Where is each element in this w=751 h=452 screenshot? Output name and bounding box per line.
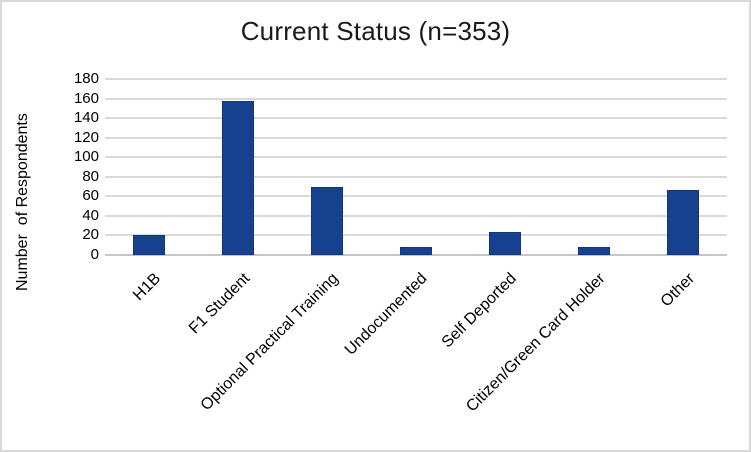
y-tick-label: 140 xyxy=(73,109,99,127)
y-tick-label: 40 xyxy=(82,206,99,224)
gridline xyxy=(105,156,727,159)
x-axis-line xyxy=(105,254,727,256)
y-tick-label: 60 xyxy=(82,187,99,205)
x-category-label: Other xyxy=(657,270,698,311)
x-category-label: Undocumented xyxy=(342,270,432,359)
x-category-label: H1B xyxy=(130,270,165,305)
y-tick-label: 160 xyxy=(73,89,99,107)
x-category-label: Self Deported xyxy=(438,270,520,352)
y-tick-label: 180 xyxy=(73,70,99,87)
x-category-label: F1 Student xyxy=(185,270,254,338)
gridline xyxy=(105,214,727,217)
gridline xyxy=(105,117,727,120)
y-tick-label: 0 xyxy=(90,246,99,263)
y-tick-label: 20 xyxy=(82,226,99,244)
y-tick-label: 100 xyxy=(73,148,99,166)
bar-optional-practical-training xyxy=(311,186,344,255)
gridline xyxy=(105,136,727,139)
chart-title: Current Status (n=353) xyxy=(240,16,511,46)
gridline xyxy=(105,78,727,80)
bar-f1-student xyxy=(222,101,255,255)
bar-citizen-green-card-holder xyxy=(577,247,610,255)
gridline xyxy=(105,175,727,178)
bar-other xyxy=(666,190,699,255)
plot-area xyxy=(105,78,727,256)
y-tick-label: 80 xyxy=(82,167,99,185)
bar-h1b xyxy=(133,235,166,255)
gridline xyxy=(105,234,727,237)
bar-undocumented xyxy=(400,247,432,255)
bar-self-deported xyxy=(488,231,521,255)
gridline xyxy=(105,97,727,100)
gridline xyxy=(105,195,727,198)
y-tick-label: 120 xyxy=(73,128,99,146)
